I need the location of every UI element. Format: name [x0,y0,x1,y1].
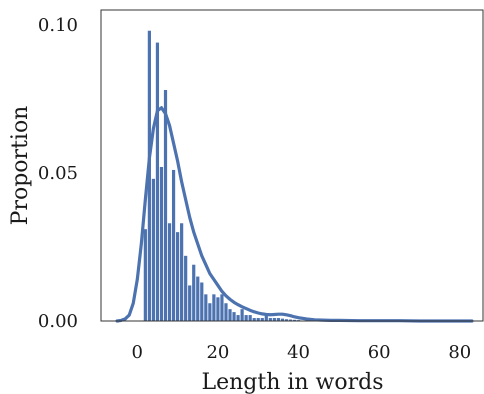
x-tick-label: 20 [206,342,229,363]
histogram-bar [236,315,240,321]
histogram-bar [200,282,204,321]
histogram-bar [192,264,196,321]
histogram-bar [184,255,188,321]
histogram-bar [288,319,293,321]
histogram-bar [244,315,248,321]
histogram-bar [159,166,164,321]
x-axis-label: Length in words [201,370,383,394]
histogram-bar [188,285,192,321]
histogram-bar [260,318,264,321]
histogram-bar [204,294,208,321]
histogram-bar [264,315,268,321]
histogram-bar [224,303,228,321]
histogram-bar [220,294,224,321]
y-axis-ticks: 0.00 0.05 0.10 [38,15,78,332]
histogram-bar [163,89,168,321]
histogram-bar [212,294,216,321]
x-axis-ticks: 0 20 40 60 80 [132,342,472,363]
x-tick-label: 0 [132,342,143,363]
histogram-bar [252,318,256,321]
histogram-bar [196,276,200,321]
histogram-bar [216,297,220,321]
kde-curve [115,106,474,323]
y-tick-label: 0.10 [38,15,78,36]
histogram-bar [292,319,297,321]
y-tick-label: 0.00 [38,311,78,332]
histogram-bar [171,169,176,321]
x-tick-label: 60 [368,342,391,363]
plot-frame [100,9,484,322]
histogram-bar [151,178,156,321]
x-tick-label: 40 [287,342,310,363]
histogram-bar [176,232,180,321]
x-tick-label: 80 [448,342,471,363]
histogram-bar [268,318,272,321]
histogram-bar [280,318,285,321]
histogram-bar [167,223,172,321]
histogram-bar [248,315,252,321]
histogram-bar [143,229,147,321]
histogram-bar [240,309,244,321]
histogram-bar [232,312,236,321]
histogram-bar [147,30,151,321]
histogram-bar [276,318,280,321]
y-axis-label: Proportion [8,106,33,226]
histogram-bar [180,223,184,321]
histogram-bar [155,42,160,321]
histogram-bar [228,309,232,321]
histogram-bar [272,318,276,321]
histogram-bar [208,303,212,321]
histogram-bar [284,319,289,321]
histogram-bar [256,318,260,321]
histogram-bars [143,30,325,321]
y-tick-label: 0.05 [38,163,78,184]
